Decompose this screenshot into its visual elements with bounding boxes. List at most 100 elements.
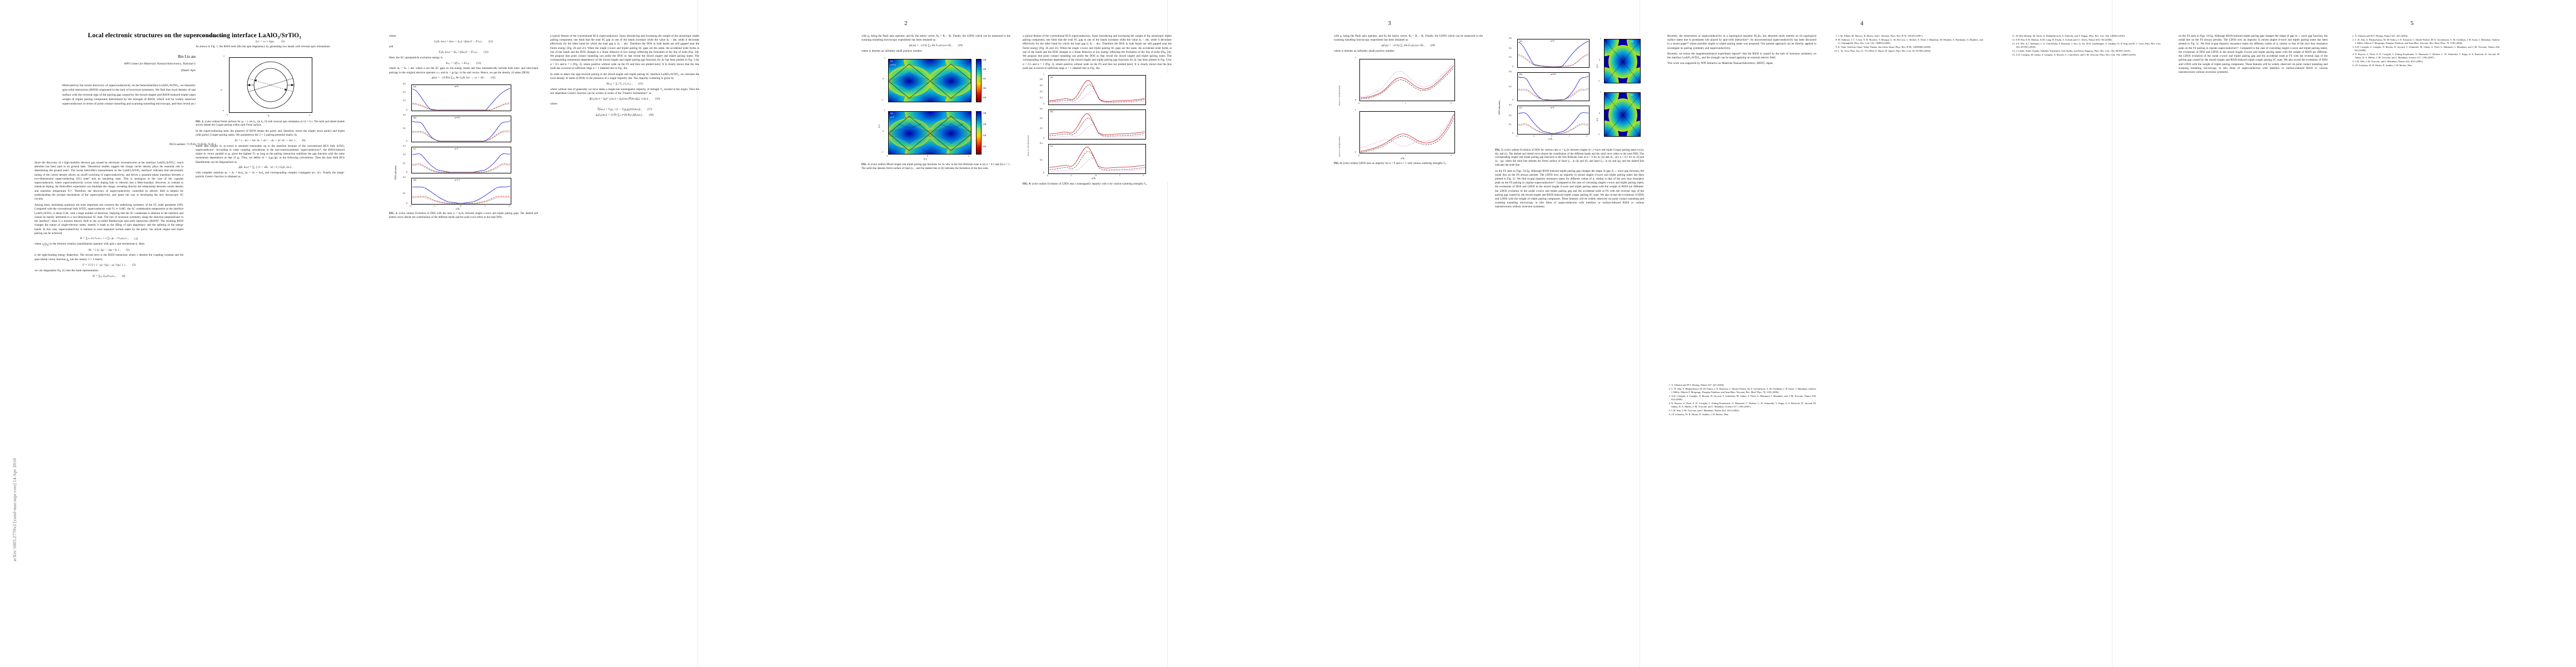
fig4-panel-c-axes: [1048, 143, 1146, 174]
reference-item: N. Reyren, S. Thiel, A. D. Caviglia, L. …: [1671, 402, 1816, 409]
fig5-label-d: (d): [1631, 40, 1633, 43]
page-title: Local electronic structures on the super…: [88, 32, 301, 39]
fig5-hm-ylabel-d: kᵧ/π: [1596, 64, 1598, 68]
fig1-fermi-surfaces: [247, 61, 295, 109]
figure-4: ρ(r,ω) at r=(0,1)(arb.units) (a) 0 0.2 0…: [1023, 72, 1172, 187]
paragraph: In order to detect the sign-reversal pai…: [550, 72, 699, 81]
equation-19: ρ(r,ω) = −(1/π) ∑ₛ Im Gₛₛ(r,r,ω+iδ) , (1…: [909, 43, 963, 47]
paragraph: with ρ₀ being the Pauli spin operator, a…: [1334, 34, 1483, 42]
fig4-plot: ρ(r,ω) at r=(0,1)(arb.units) (a) 0 0.2 0…: [1023, 72, 1172, 182]
reference-item: N. Reyren, S. Thiel, A. D. Caviglia, L. …: [2355, 53, 2500, 59]
page5-column1: Recently, the observation of superconduc…: [1667, 34, 1816, 368]
fig2-panel-c-curves: [412, 153, 511, 173]
arxiv-stamp: arXiv:1003.2770v2 [cond-mat.supr-con] 14…: [12, 458, 17, 561]
equation-11: Eₖₐ = √(ξ²ₖₐ + Δ²ₖₐ) , (13): [446, 61, 481, 65]
fig3-label-a: (a): [890, 59, 893, 62]
fig5-label-e: (e): [1631, 93, 1633, 96]
reference-item: C. H. Ahn, A. Bhattacharya, M. Di Ventra…: [2355, 38, 2500, 45]
fig4-xlabel: ω/Δₛ: [1092, 177, 1096, 180]
page-number-2: 2: [904, 20, 908, 27]
equation-17: T̂(iωₙ) = V₀ρ₀ / (1 − V₀ρ₀ĝ₀(0,0,iωₙ)) ,…: [597, 108, 652, 112]
paragraph: with complete solutions φₖ = Δₛ + bₖd₀, …: [196, 171, 345, 179]
reference-item: C. H. Ahn, A. Bhattacharya, M. Di Ventra…: [1671, 387, 1816, 394]
paragraph: is the tight-binding energy dispersion. …: [34, 253, 183, 262]
figure-3: (a) α=0.5 0.09 0.08 0.07 0.06 0.05 1 0 -…: [861, 55, 1010, 171]
equation-12: ρ(ω) = −(1/Nπ) ∑ₖₐ Im Gₐ(k, iωₙ → ω + iδ…: [431, 76, 496, 80]
fig1-axes: [229, 57, 312, 113]
fig6-panel-b-curves: [1360, 113, 1454, 153]
reference-item: Y.S. Hor, A.J. Williams, J. G. Checkelsk…: [2016, 42, 2161, 49]
fig2-label-c: (c): [413, 147, 416, 151]
page-number-3: 3: [1388, 20, 1391, 27]
reference-item: A.D. Caviglia, S. Gariglio, N. Reyren, D…: [1671, 395, 1816, 401]
equation-9: Gₐ(k, iωₙ) = (iωₙ + ξₖₐ) / ((iωₙ)² − E²ₖ…: [434, 39, 493, 43]
page-divider: [1167, 0, 1168, 667]
paragraph: where ψ denotes an infinitely small posi…: [861, 49, 923, 53]
fig2-panel-b-axes: [411, 116, 511, 143]
paragraph: As shown in Fig. 1, the RSOI term lifts …: [196, 45, 331, 49]
fig6-panel-a-curves: [1360, 63, 1454, 99]
fig6-xlabel: ω/Δₛ: [1401, 157, 1405, 160]
paragraph: we can diagonalize Eq. (1) into the band…: [34, 268, 98, 272]
page1-column2: with the band dispersion ξₖ± = εₖ ± λ|gₖ…: [196, 34, 345, 651]
reference-list-col3: M. Ben-Shalom, M. Sachs, D. Rakhmilevitc…: [2012, 34, 2161, 57]
paragraph: where: [550, 102, 557, 106]
fig5-hm-ylabel-e: kᵧ/π: [1596, 117, 1598, 121]
fig6-caption: FIG. 6: (color online) LDOS near an impu…: [1334, 162, 1447, 165]
fig5-heatmap-d: [1604, 39, 1641, 83]
reference-item: J.F. Schooley, W. R. Hosler, E. Ambler, …: [2355, 64, 2500, 67]
fig4-panel-c-curves: [1049, 147, 1145, 172]
fig2-alpha-a: α=0: [455, 85, 459, 88]
fig2-panel-c-axes: [411, 147, 511, 174]
fig3-ylabel: kᵧ/π: [878, 124, 880, 128]
page4-column1: with ρ₀ being the Pauli spin operator, a…: [1334, 34, 1483, 651]
reference-item: S.H. Pan, E.W. Hudson, K.M. Lang, H. Eis…: [2016, 38, 2161, 42]
fig2-label-d: (d): [413, 178, 416, 182]
equation-18: ĝ₀(i,j,iωₙ) = (1/N) ∑ₖ e^{ik·Rᵢⱼ} ĝ(k,iω…: [596, 113, 654, 117]
fig2-caption: FIG. 2: (color online) Evolution of DOS …: [389, 212, 539, 220]
abstract: Motivated by the recent discovery of sup…: [62, 84, 323, 106]
equation-6: Δ̂ₖ = ( −dₖˣ + idₖʸ Δₛ + dₖᶻ ; −Δₛ + dₖᶻ…: [235, 139, 306, 143]
fig2-ylabel: DOS (arb.units): [395, 166, 397, 180]
reference-list-col1: A. Ohtomo and H.Y. Hwang, Nature 427, 42…: [1667, 384, 1816, 417]
fig5-panel-b-axes: [1517, 72, 1590, 101]
page-number-4: 4: [1860, 20, 1864, 27]
paragraph: where ψ denotes an infinitely small posi…: [1334, 49, 1395, 53]
fig1-plot: -π π π -π kₓ kᵧ: [196, 51, 345, 120]
fig5-panel-c-curves: [1518, 112, 1589, 134]
fig1-caption: FIG. 1: (color online) Fermi surfaces fo…: [196, 120, 345, 127]
fig3-colorbar-b: [976, 111, 981, 155]
paragraph: Among many interesting questions the mos…: [34, 203, 183, 235]
page-number-5: 5: [2410, 20, 2414, 27]
fig3-label-b: (b): [890, 111, 893, 115]
fig5-alpha-b: α=0.5: [1551, 73, 1556, 76]
fig5-panel-b-curves: [1518, 76, 1589, 101]
reference-list-col2: J.-M. Albina, M. Mrovec, B. Meyer, and C…: [1834, 34, 1983, 53]
fig6-ylabel-b: ρ(r,ω) at r=(0,1)(arb.units): [1338, 136, 1341, 157]
pacs-line: PACS numbers: 73.70.Fq, 73.20.At, 74.20.…: [169, 143, 217, 146]
reference-item: J.-M. Albina, M. Mrovec, B. Meyer, and C…: [1838, 34, 1983, 38]
fig2-alpha-d: α=1.5: [455, 178, 460, 182]
fig3-caption: FIG. 3: (color online) Mixed singlet and…: [861, 163, 1010, 170]
paragraph: a typical feature of the conventional BC…: [1023, 34, 1172, 70]
page2-column2: a typical feature of the conventional BC…: [550, 34, 699, 651]
paragraph: where spin singlet Δₛ (s-wave) is assume…: [196, 144, 345, 164]
fig5-panel-a-curves: [1518, 41, 1589, 67]
fig3-colorbar-a: [976, 58, 981, 102]
fig2-panel-b-curves: [412, 121, 511, 142]
fig6-panel-b-axes: [1359, 111, 1455, 153]
paragraph: with the band dispersion: [196, 34, 224, 38]
fig2-plot: DOS (arb.units) (a) α=0 0 0.2 0.4 0.6: [389, 82, 538, 212]
fig3-xlabel: kₓ/π: [924, 157, 928, 160]
reference-item: C.H. Ahn, J.-M. Triscone, and J. Mannhar…: [1671, 409, 1816, 412]
page3-column1: with ρ₀ being the Pauli spin operator, a…: [861, 34, 1010, 651]
fig5-caption: FIG. 5: (color online) Evolution of DOS …: [1495, 149, 1644, 167]
fig3-alpha-a: α=0.5: [890, 63, 896, 66]
paragraph: on the FS seen in Figs. 5d-5g. Although …: [2179, 34, 2328, 74]
reference-item: J. Linder, Yukio Tanaka, Takehito Yokoya…: [2016, 49, 2161, 53]
fig2-alpha-b: α=0.5: [455, 116, 460, 120]
fig3-alpha-b: α=1: [890, 115, 894, 118]
paragraph: This work was supported by WPI Initiativ…: [1667, 62, 1773, 66]
fig2-label-b: (b): [413, 116, 416, 120]
